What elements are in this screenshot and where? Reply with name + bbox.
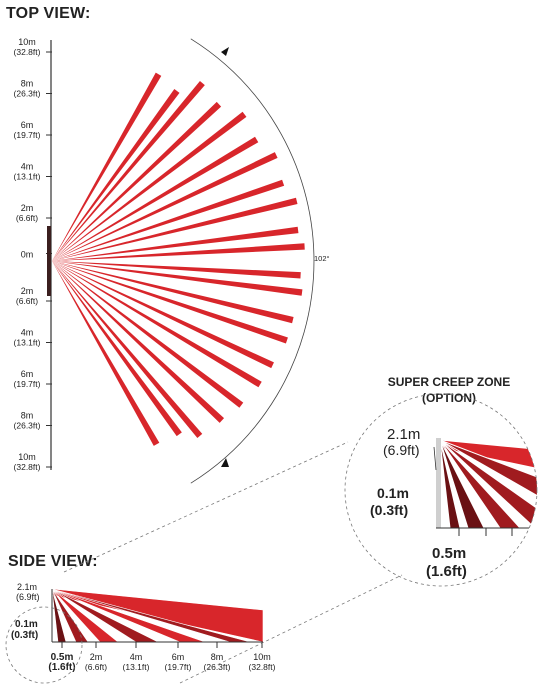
side-x-label-m: 4m [130,652,143,662]
top-beam [52,89,180,261]
top-beam [52,261,288,344]
scale-label-ft: (13.1ft) [14,172,41,182]
side-view-beams [51,588,264,643]
scale-label-ft: (32.8ft) [14,462,41,472]
super-creep-sensor-strip [436,438,441,528]
top-beam [52,261,262,388]
super-creep-height-ft: (6.9ft) [383,442,420,458]
coverage-angle-label: 102° [314,254,330,263]
scale-label-m: 0m [21,250,34,260]
side-x-label-m: 10m [253,652,271,662]
arc-arrow-top [221,47,229,56]
top-beam [52,261,244,408]
scale-label-m: 6m [21,369,34,379]
top-beam [52,152,278,261]
top-beam [52,179,285,261]
scale-label-ft: (26.3ft) [14,89,41,99]
side-view-zoom-circle [5,606,83,684]
super-creep-title: SUPER CREEP ZONE [387,375,511,389]
top-beam [52,101,222,262]
top-view-beams [52,72,305,446]
top-beam [52,72,162,262]
scale-label-m: 10m [18,452,36,462]
super-creep-dist-ft: (1.6ft) [426,563,467,580]
top-beam [52,80,205,261]
top-view-scale-labels: 10m(32.8ft)8m(26.3ft)6m(19.7ft)4m(13.1ft… [14,37,41,472]
scale-label-m: 10m [18,37,36,47]
top-beam [52,261,225,423]
side-x-label-ft: (6.6ft) [85,662,107,672]
sensor-mark [47,226,51,296]
side-view-title: SIDE VIEW: [8,553,98,570]
side-x-label-ft: (32.8ft) [249,662,276,672]
scale-label-m: 2m [21,203,34,213]
side-x-label-m: 0.5m [51,652,74,663]
top-beam [52,243,305,261]
scale-label-m: 4m [21,328,34,338]
super-creep-beams [439,439,537,529]
creep-beam [439,439,537,529]
side-height-ft: (6.9ft) [16,592,40,602]
super-creep-low-m: 0.1m [377,485,409,501]
super-creep-low-ft: (0.3ft) [370,502,408,518]
super-creep-dist-m: 0.5m [432,545,466,562]
scale-label-ft: (19.7ft) [14,130,41,140]
top-beam [52,261,303,296]
side-low-m: 0.1m [15,619,38,630]
super-creep-circle [344,393,538,587]
zoom-connector-lower [179,574,403,684]
top-beam [52,261,294,324]
scale-label-m: 2m [21,286,34,296]
scale-label-m: 4m [21,162,34,172]
super-creep-height-m: 2.1m [387,426,420,443]
scale-label-ft: (19.7ft) [14,379,41,389]
super-creep-group: 2.1m (6.9ft) 0.1m (0.3ft) 0.5m (1.6ft) [344,393,538,587]
scale-label-m: 8m [21,79,34,89]
scale-label-ft: (6.6ft) [16,213,38,223]
side-x-label-ft: (19.7ft) [165,662,192,672]
zoom-connector-upper [63,441,349,573]
side-x-label-ft: (13.1ft) [123,662,150,672]
scale-label-m: 6m [21,120,34,130]
top-beam [52,261,182,437]
top-beam [52,136,259,261]
scale-label-ft: (32.8ft) [14,47,41,57]
scale-label-ft: (13.1ft) [14,338,41,348]
side-low-ft: (0.3ft) [11,630,38,641]
side-x-label-m: 2m [90,652,103,662]
side-x-label-m: 6m [172,652,185,662]
top-beam [52,261,301,279]
coverage-arc [190,38,315,484]
top-beam [52,261,203,438]
top-beam [52,261,160,446]
side-view-group: 2.1m (6.9ft) 0.1m (0.3ft) 0.5m(1.6ft)2m(… [5,582,276,684]
super-creep-pointer [433,446,437,471]
top-beam [52,226,299,261]
scale-label-ft: (26.3ft) [14,421,41,431]
side-x-label-ft: (26.3ft) [204,662,231,672]
top-beam [52,261,274,369]
side-view-x-ticks [61,642,263,648]
top-beam [52,111,247,261]
top-beam [52,197,298,261]
arc-arrow-bottom [221,458,229,467]
side-height-m: 2.1m [17,582,37,592]
top-view-title: TOP VIEW: [6,5,91,22]
scale-label-ft: (6.6ft) [16,296,38,306]
scale-label-m: 8m [21,411,34,421]
side-x-label-ft: (1.6ft) [48,662,75,673]
side-view-x-labels: 0.5m(1.6ft) 2m(6.6ft) 4m(13.1ft) 6m(19.7ft)… [48,652,275,673]
creep-beam [439,439,537,501]
side-x-label-m: 8m [211,652,224,662]
top-view-group: 10m(32.8ft)8m(26.3ft)6m(19.7ft)4m(13.1ft… [14,37,330,484]
